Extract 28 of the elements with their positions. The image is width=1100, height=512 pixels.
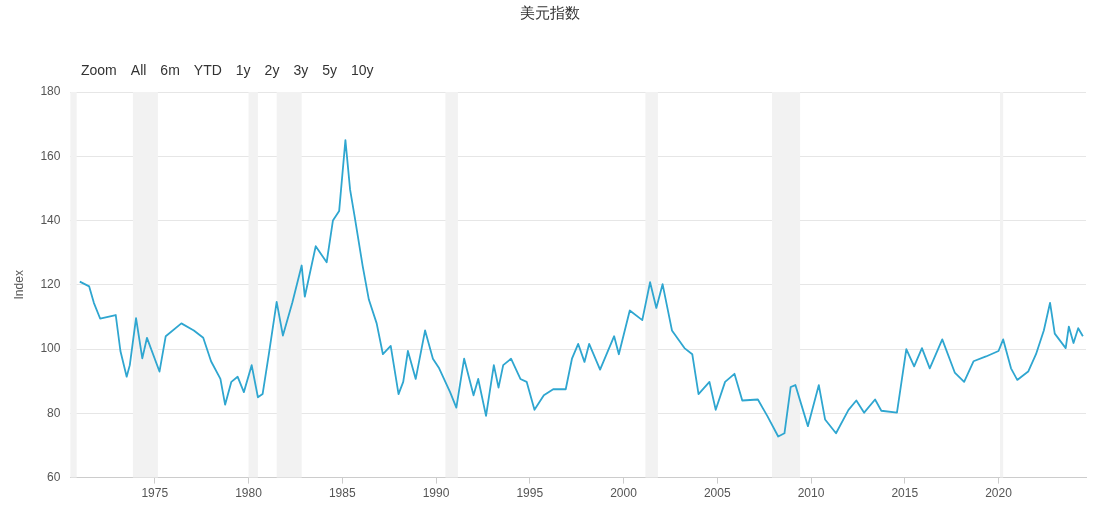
text: 10y	[350, 61, 375, 80]
y-tick-label: 120	[40, 277, 61, 292]
y-axis-title: Index	[11, 270, 26, 300]
text: Zoom	[80, 61, 118, 80]
x-tick-label: 1975	[141, 486, 169, 501]
text: 2y	[263, 61, 281, 80]
text: 3y	[292, 61, 310, 80]
text: 5y	[321, 61, 338, 80]
y-tick-label: 100	[40, 341, 61, 356]
x-tick-label: 2010	[797, 486, 825, 501]
x-tick-label: 2005	[703, 486, 731, 501]
text: 6m	[159, 61, 181, 80]
chart-title: 美元指数	[519, 4, 581, 23]
y-tick-label: 180	[40, 84, 61, 99]
x-tick-label: 1985	[328, 486, 356, 501]
x-tick-label: 1980	[235, 486, 263, 501]
y-tick-label: 80	[47, 405, 61, 420]
x-tick-label: 2015	[891, 486, 919, 501]
y-tick-label: 60	[47, 469, 61, 484]
text: 1y	[234, 61, 252, 80]
y-tick-label: 160	[40, 148, 61, 163]
x-tick-label: 2020	[985, 486, 1013, 501]
text: YTD	[192, 61, 223, 80]
text: All	[129, 61, 148, 80]
x-tick-label: 2000	[610, 486, 638, 501]
x-tick-label: 1995	[516, 486, 544, 501]
y-tick-label: 140	[40, 212, 61, 227]
x-tick-label: 1990	[422, 486, 450, 501]
